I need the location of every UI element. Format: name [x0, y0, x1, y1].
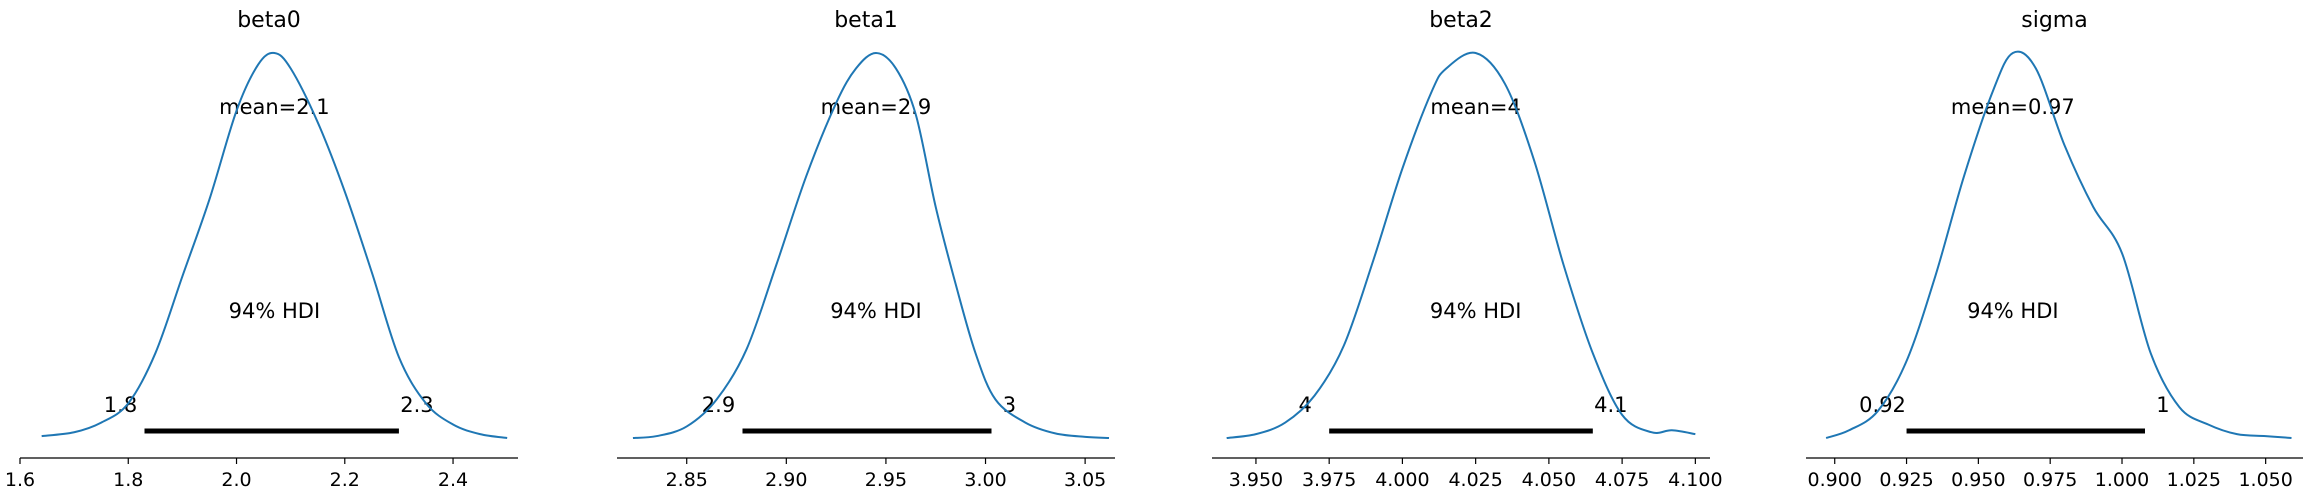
x-tick-label: 4.050: [1522, 469, 1576, 491]
mean-label: mean=4: [1430, 95, 1521, 119]
hdi-label: 94% HDI: [1430, 299, 1522, 323]
x-tick-label: 1.025: [2167, 469, 2221, 491]
panel-beta0: beta0 mean=2.1 94% HDI 1.8 2.3 1.6 1.8 2.0…: [5, 8, 518, 491]
posterior-density-line: [632, 52, 1110, 439]
x-tick-label: 2.85: [666, 469, 708, 491]
x-tick-label: 3.00: [964, 469, 1006, 491]
mean-label: mean=0.97: [1951, 95, 2075, 119]
x-tick-label: 0.900: [1808, 469, 1862, 491]
x-tick-label: 2.90: [765, 469, 807, 491]
x-tick-label: 2.2: [330, 469, 360, 491]
x-tick-label: 1.6: [5, 469, 35, 491]
x-tick-label: 2.4: [438, 469, 468, 491]
hdi-label: 94% HDI: [1967, 299, 2059, 323]
panel-sigma: sigma mean=0.97 94% HDI 0.92 1 0.900 0.92…: [1806, 8, 2303, 491]
hdi-label: 94% HDI: [830, 299, 922, 323]
panel-beta2: beta2 mean=4 94% HDI 4 4.1 3.950 3.975 4.0…: [1212, 8, 1723, 491]
x-tick-label: 2.95: [865, 469, 907, 491]
panel-title: sigma: [2021, 8, 2087, 33]
x-tick-label: 4.025: [1448, 469, 1502, 491]
x-tick-label: 3.975: [1302, 469, 1356, 491]
panel-title: beta2: [1429, 8, 1493, 33]
x-tick-label: 1.050: [2238, 469, 2292, 491]
posterior-density-line: [41, 51, 508, 439]
panel-title: beta0: [237, 8, 301, 33]
x-tick-label: 0.950: [1951, 469, 2005, 491]
panel-title: beta1: [834, 8, 898, 33]
x-tick-label: 4.100: [1668, 469, 1722, 491]
hdi-upper-label: 1: [2156, 393, 2169, 417]
x-tick-label: 1.8: [113, 469, 143, 491]
x-tick-label: 4.075: [1595, 469, 1649, 491]
x-tick-label: 2.0: [221, 469, 251, 491]
x-tick-label: 1.000: [2095, 469, 2149, 491]
hdi-label: 94% HDI: [229, 299, 321, 323]
x-tick-label: 3.05: [1064, 469, 1106, 491]
x-tick-label: 0.925: [1879, 469, 1933, 491]
posterior-density-line: [1226, 51, 1696, 439]
x-tick-label: 4.000: [1375, 469, 1429, 491]
x-tick-label: 3.950: [1229, 469, 1283, 491]
posterior-density-line: [1825, 50, 2292, 439]
panel-beta1: beta1 mean=2.9 94% HDI 2.9 3 2.85 2.90 2.9…: [617, 8, 1115, 491]
x-tick-label: 0.975: [2023, 469, 2077, 491]
